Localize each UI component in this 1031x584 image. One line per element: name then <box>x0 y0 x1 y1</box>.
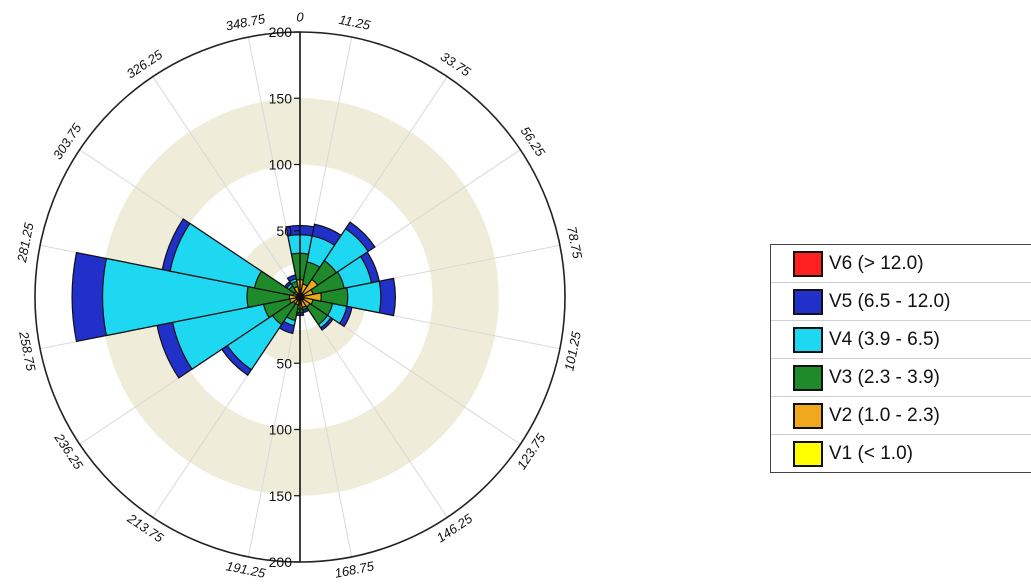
legend-label-v4: V4 (3.9 - 6.5) <box>829 328 940 350</box>
direction-label: 11.25 <box>338 12 373 33</box>
petal-v2-sector-2 <box>299 278 319 298</box>
radial-gridline <box>152 76 301 298</box>
tick-label-50: 50 <box>276 355 292 371</box>
legend-label-v6: V6 (> 12.0) <box>829 252 924 274</box>
legend-item-v3: V3 (2.3 - 3.9) <box>771 359 1031 397</box>
legend-swatch-v4 <box>793 326 823 353</box>
tick-label-200: 200 <box>269 24 293 40</box>
direction-label: 33.75 <box>438 49 474 80</box>
radial-gridline <box>247 296 301 558</box>
legend-swatch-v3 <box>793 364 823 391</box>
direction-label: 213.75 <box>124 510 167 546</box>
legend-item-v6: V6 (> 12.0) <box>771 245 1031 283</box>
radial-gridline <box>299 296 448 518</box>
center-marker <box>295 292 305 302</box>
legend-item-v2: V2 (1.0 - 2.3) <box>771 397 1031 435</box>
wind-rose-chart: 50 50 100 100 150 150 200 200 0 11.25 33.75 56.25 7… <box>14 9 585 581</box>
legend-swatch-v2 <box>793 402 823 429</box>
direction-label: 123.75 <box>514 430 549 472</box>
direction-label: 101.25 <box>561 330 584 373</box>
tick-label-100: 100 <box>269 157 293 173</box>
direction-label: 191.25 <box>225 558 268 581</box>
direction-label: 303.75 <box>50 120 85 162</box>
radial-tick-labels: 50 50 100 100 150 150 200 200 <box>269 24 300 570</box>
radial-gridline <box>299 296 353 558</box>
tick-label-100: 100 <box>269 422 293 438</box>
legend-swatch-v1 <box>793 440 823 467</box>
tick-label-50: 50 <box>276 223 292 239</box>
petal-v2-sector-4 <box>299 292 322 302</box>
legend-label-v5: V5 (6.5 - 12.0) <box>829 290 951 312</box>
shaded-band-1 <box>101 98 499 496</box>
direction-label: 348.75 <box>224 11 267 34</box>
legend-item-v5: V5 (6.5 - 12.0) <box>771 283 1031 321</box>
legend-swatch-v6 <box>793 250 823 277</box>
petal-v2-sector-12 <box>288 294 301 300</box>
direction-label: 78.75 <box>564 225 585 261</box>
vertical-axis <box>295 32 305 562</box>
legend-label-v3: V3 (2.3 - 3.9) <box>829 366 940 388</box>
petal-v4-sector-12 <box>102 257 301 337</box>
direction-label: 326.25 <box>124 46 166 81</box>
direction-label: 281.25 <box>14 221 37 265</box>
legend-item-v1: V1 (< 1.0) <box>771 435 1031 472</box>
legend-label-v2: V2 (1.0 - 2.3) <box>829 404 940 426</box>
legend-swatch-v5 <box>793 288 823 315</box>
direction-label: 168.75 <box>333 558 376 581</box>
petal-v3-sector-4 <box>299 286 349 308</box>
petal-v3-sector-13 <box>253 270 301 298</box>
rose-petals <box>71 218 396 379</box>
direction-label: 56.25 <box>518 124 549 160</box>
tick-label-150: 150 <box>269 488 293 504</box>
legend-item-v4: V4 (3.9 - 6.5) <box>771 321 1031 359</box>
direction-label: 146.25 <box>434 510 476 545</box>
petal-v2-sector-6 <box>299 296 311 308</box>
direction-label: 0 <box>296 9 304 24</box>
direction-label: 236.25 <box>51 430 87 473</box>
direction-label: 258.75 <box>16 329 39 373</box>
tick-label-200: 200 <box>269 554 293 570</box>
petal-v3-sector-12 <box>246 285 301 309</box>
legend: V6 (> 12.0) V5 (6.5 - 12.0) V4 (3.9 - 6.… <box>770 244 1031 473</box>
legend-label-v1: V1 (< 1.0) <box>829 442 913 464</box>
tick-label-150: 150 <box>269 90 293 106</box>
